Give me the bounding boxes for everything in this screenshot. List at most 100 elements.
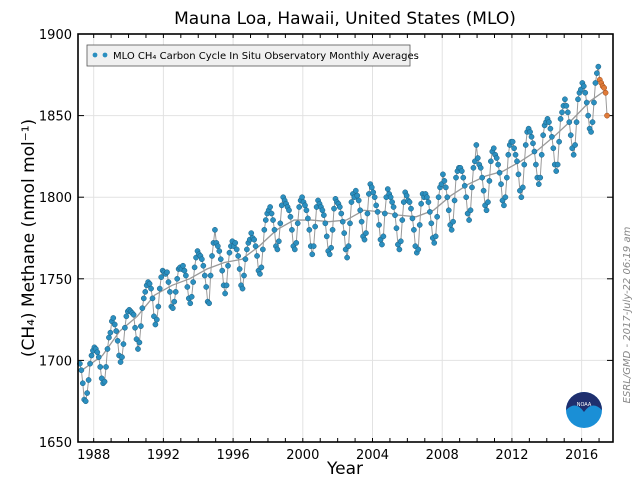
monthly-point xyxy=(460,174,467,181)
monthly-point xyxy=(458,168,465,174)
monthly-point xyxy=(512,151,519,158)
monthly-point xyxy=(136,339,143,346)
monthly-point xyxy=(554,161,561,168)
monthly-point xyxy=(104,346,111,352)
monthly-point xyxy=(397,238,404,245)
monthly-point xyxy=(257,271,263,277)
monthly-point xyxy=(82,398,89,405)
monthly-point xyxy=(445,207,452,214)
monthly-point xyxy=(114,337,121,344)
monthly-point xyxy=(557,116,564,122)
monthly-point xyxy=(167,289,173,295)
monthly-point xyxy=(122,324,128,331)
monthly-point xyxy=(235,253,242,259)
monthly-point xyxy=(291,246,298,253)
y-tick-label: 1850 xyxy=(39,110,72,125)
monthly-point xyxy=(583,99,590,106)
monthly-point xyxy=(453,174,459,181)
noaa-logo: NOAA xyxy=(566,392,602,428)
monthly-point xyxy=(184,284,191,290)
monthly-point xyxy=(154,316,160,323)
monthly-point xyxy=(363,230,369,236)
monthly-point xyxy=(203,284,210,290)
monthly-point xyxy=(485,199,491,205)
monthly-point xyxy=(371,194,378,201)
monthly-point xyxy=(527,129,533,135)
monthly-point xyxy=(79,380,86,387)
y-axis-label: (CH₄) Methane (nmol mol⁻¹) xyxy=(19,119,39,357)
monthly-point xyxy=(341,230,348,236)
monthly-point xyxy=(338,210,345,217)
monthly-point xyxy=(399,217,406,223)
monthly-point xyxy=(467,207,474,214)
monthly-point xyxy=(328,244,334,251)
monthly-point xyxy=(432,233,439,240)
monthly-point xyxy=(441,178,448,184)
monthly-point xyxy=(382,210,388,217)
legend-box xyxy=(86,44,411,67)
svg-text:NOAA: NOAA xyxy=(577,402,592,408)
monthly-point xyxy=(591,99,597,106)
monthly-point xyxy=(232,240,239,246)
monthly-point xyxy=(242,256,249,263)
monthly-point xyxy=(348,199,355,205)
monthly-point xyxy=(509,138,516,145)
monthly-point xyxy=(416,222,423,228)
monthly-point xyxy=(209,253,215,259)
grid xyxy=(78,33,613,443)
monthly-point xyxy=(271,226,278,233)
monthly-point xyxy=(201,272,208,279)
monthly-point xyxy=(107,329,114,336)
monthly-point xyxy=(528,133,535,140)
monthly-point xyxy=(183,272,189,279)
monthly-point xyxy=(564,109,571,116)
monthly-point xyxy=(444,194,451,201)
monthly-point xyxy=(592,80,599,86)
monthly-point xyxy=(294,220,301,227)
x-tick-label: 2012 xyxy=(495,448,528,463)
monthly-point xyxy=(498,181,504,187)
monthly-point xyxy=(123,313,130,320)
x-tick-label: 2016 xyxy=(565,448,598,463)
monthly-point xyxy=(88,352,95,359)
monthly-point xyxy=(339,218,346,225)
monthly-point xyxy=(448,226,455,233)
monthly-point xyxy=(566,119,573,125)
monthly-point xyxy=(477,164,484,171)
monthly-point xyxy=(392,212,398,219)
monthly-point xyxy=(200,262,207,269)
monthly-point xyxy=(428,220,435,227)
monthly-point xyxy=(323,233,330,240)
monthly-point xyxy=(540,132,546,139)
monthly-point xyxy=(94,349,101,356)
y-tick-label: 1750 xyxy=(39,273,72,288)
legend: MLO CH₄ Carbon Cycle In Situ Observatory… xyxy=(86,44,419,67)
monthly-point xyxy=(277,220,284,227)
monthly-point xyxy=(450,218,456,225)
monthly-point xyxy=(535,181,542,187)
monthly-point xyxy=(352,187,359,194)
monthly-point xyxy=(582,89,589,96)
trend-line xyxy=(79,90,605,373)
monthly-point xyxy=(354,192,361,199)
monthly-point xyxy=(505,151,512,158)
monthly-point xyxy=(207,272,214,279)
monthly-point xyxy=(519,184,526,191)
monthly-point xyxy=(556,138,562,145)
monthly-point xyxy=(217,256,224,263)
monthly-point xyxy=(469,184,475,191)
monthly-point xyxy=(424,194,430,201)
monthly-point xyxy=(146,280,153,287)
preliminary-point xyxy=(604,112,610,119)
monthly-point xyxy=(530,140,536,147)
monthly-point xyxy=(567,132,574,139)
monthly-point xyxy=(470,164,477,171)
monthly-point xyxy=(537,174,544,181)
monthly-point xyxy=(533,161,539,168)
monthly-point xyxy=(406,199,413,205)
monthly-point xyxy=(490,145,497,152)
monthly-point xyxy=(550,145,557,152)
monthly-point xyxy=(135,346,141,352)
monthly-point xyxy=(101,378,108,385)
monthly-point xyxy=(262,217,269,223)
